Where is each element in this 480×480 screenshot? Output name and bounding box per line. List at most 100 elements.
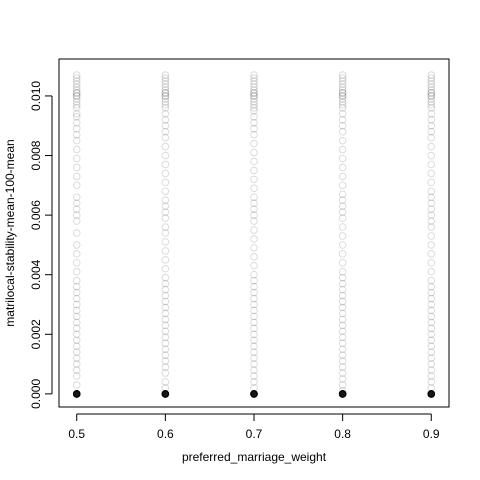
data-point [72, 250, 81, 258]
data-point [250, 235, 258, 243]
data-point [161, 339, 170, 348]
data-point [338, 303, 347, 312]
data-point [250, 205, 258, 213]
data-point [338, 127, 347, 136]
data-point [427, 199, 436, 208]
data-point [250, 89, 258, 97]
data-point [250, 384, 258, 392]
data-point [161, 89, 170, 97]
data-point [72, 390, 81, 398]
data-point [72, 211, 81, 219]
data-point [338, 110, 347, 118]
data-point [427, 133, 436, 142]
data-point [338, 202, 347, 210]
data-point [338, 363, 347, 371]
data-point [250, 318, 258, 327]
data-point [427, 300, 436, 309]
data-point [338, 86, 347, 94]
data-point [250, 193, 258, 202]
data-point [427, 98, 436, 106]
data-point [338, 387, 347, 395]
data-point [427, 110, 436, 118]
data-point [427, 348, 436, 356]
data-point [250, 199, 258, 208]
data-point [72, 381, 81, 389]
data-point [161, 169, 170, 178]
data-point [250, 77, 258, 85]
data-point [72, 101, 81, 109]
data-point [338, 214, 347, 222]
data-point [72, 267, 81, 276]
y-axis: 0.000 0.002 0.004 0.006 0.008 0.010 [29, 81, 53, 409]
data-point [338, 250, 347, 258]
data-point [338, 136, 347, 145]
data-point [72, 71, 81, 79]
data-point [250, 324, 258, 333]
data-point [427, 342, 436, 351]
data-point [72, 172, 81, 181]
data-point [161, 363, 170, 371]
data-point [161, 384, 170, 392]
data-point [427, 366, 436, 374]
data-point [250, 253, 258, 261]
data-point [250, 175, 258, 184]
y-tick-label: 0.002 [29, 319, 43, 349]
y-tick-label: 0.000 [29, 379, 43, 409]
data-point [250, 342, 258, 351]
data-point [161, 86, 170, 94]
data-point [72, 145, 81, 154]
data-point [427, 142, 436, 151]
data-point [72, 318, 81, 327]
data-point [72, 372, 81, 380]
data-point [338, 369, 347, 377]
data-point [250, 261, 258, 270]
data-point [72, 300, 81, 309]
data-point [161, 92, 170, 100]
data-point [161, 351, 170, 359]
data-point [161, 178, 170, 187]
data-point [72, 330, 81, 339]
data-point [250, 348, 258, 356]
data-point [427, 318, 436, 327]
data-point [250, 92, 258, 100]
data-point [338, 315, 347, 324]
data-point [427, 211, 436, 219]
data-point [161, 214, 170, 222]
data-point [250, 270, 258, 279]
data-point [250, 124, 258, 133]
data-point [427, 77, 436, 85]
data-point [72, 336, 81, 345]
data-point [250, 226, 258, 234]
data-point [161, 101, 170, 109]
data-point [250, 306, 258, 315]
data-point [338, 121, 347, 130]
data-point [427, 360, 436, 368]
data-point [161, 297, 170, 306]
data-point [250, 104, 258, 112]
data-point [250, 107, 258, 115]
data-point [338, 83, 347, 91]
data-point [427, 312, 436, 321]
data-point [427, 187, 436, 196]
data-point [338, 77, 347, 85]
data-point [250, 217, 258, 225]
data-point [161, 92, 170, 100]
data-point [250, 372, 258, 380]
data-point [161, 83, 170, 91]
data-point [427, 127, 436, 136]
data-point [72, 217, 81, 225]
data-point [72, 324, 81, 333]
data-point [72, 104, 81, 112]
data-point [338, 258, 347, 267]
data-point [72, 110, 81, 118]
data-point [72, 95, 81, 103]
data-point [250, 148, 258, 157]
data-point [427, 330, 436, 339]
data-point [161, 71, 170, 79]
data-point [338, 163, 347, 172]
data-point [427, 80, 436, 88]
data-point [338, 345, 347, 354]
data-point [72, 348, 81, 356]
data-point [427, 378, 436, 386]
data-point [72, 342, 81, 351]
